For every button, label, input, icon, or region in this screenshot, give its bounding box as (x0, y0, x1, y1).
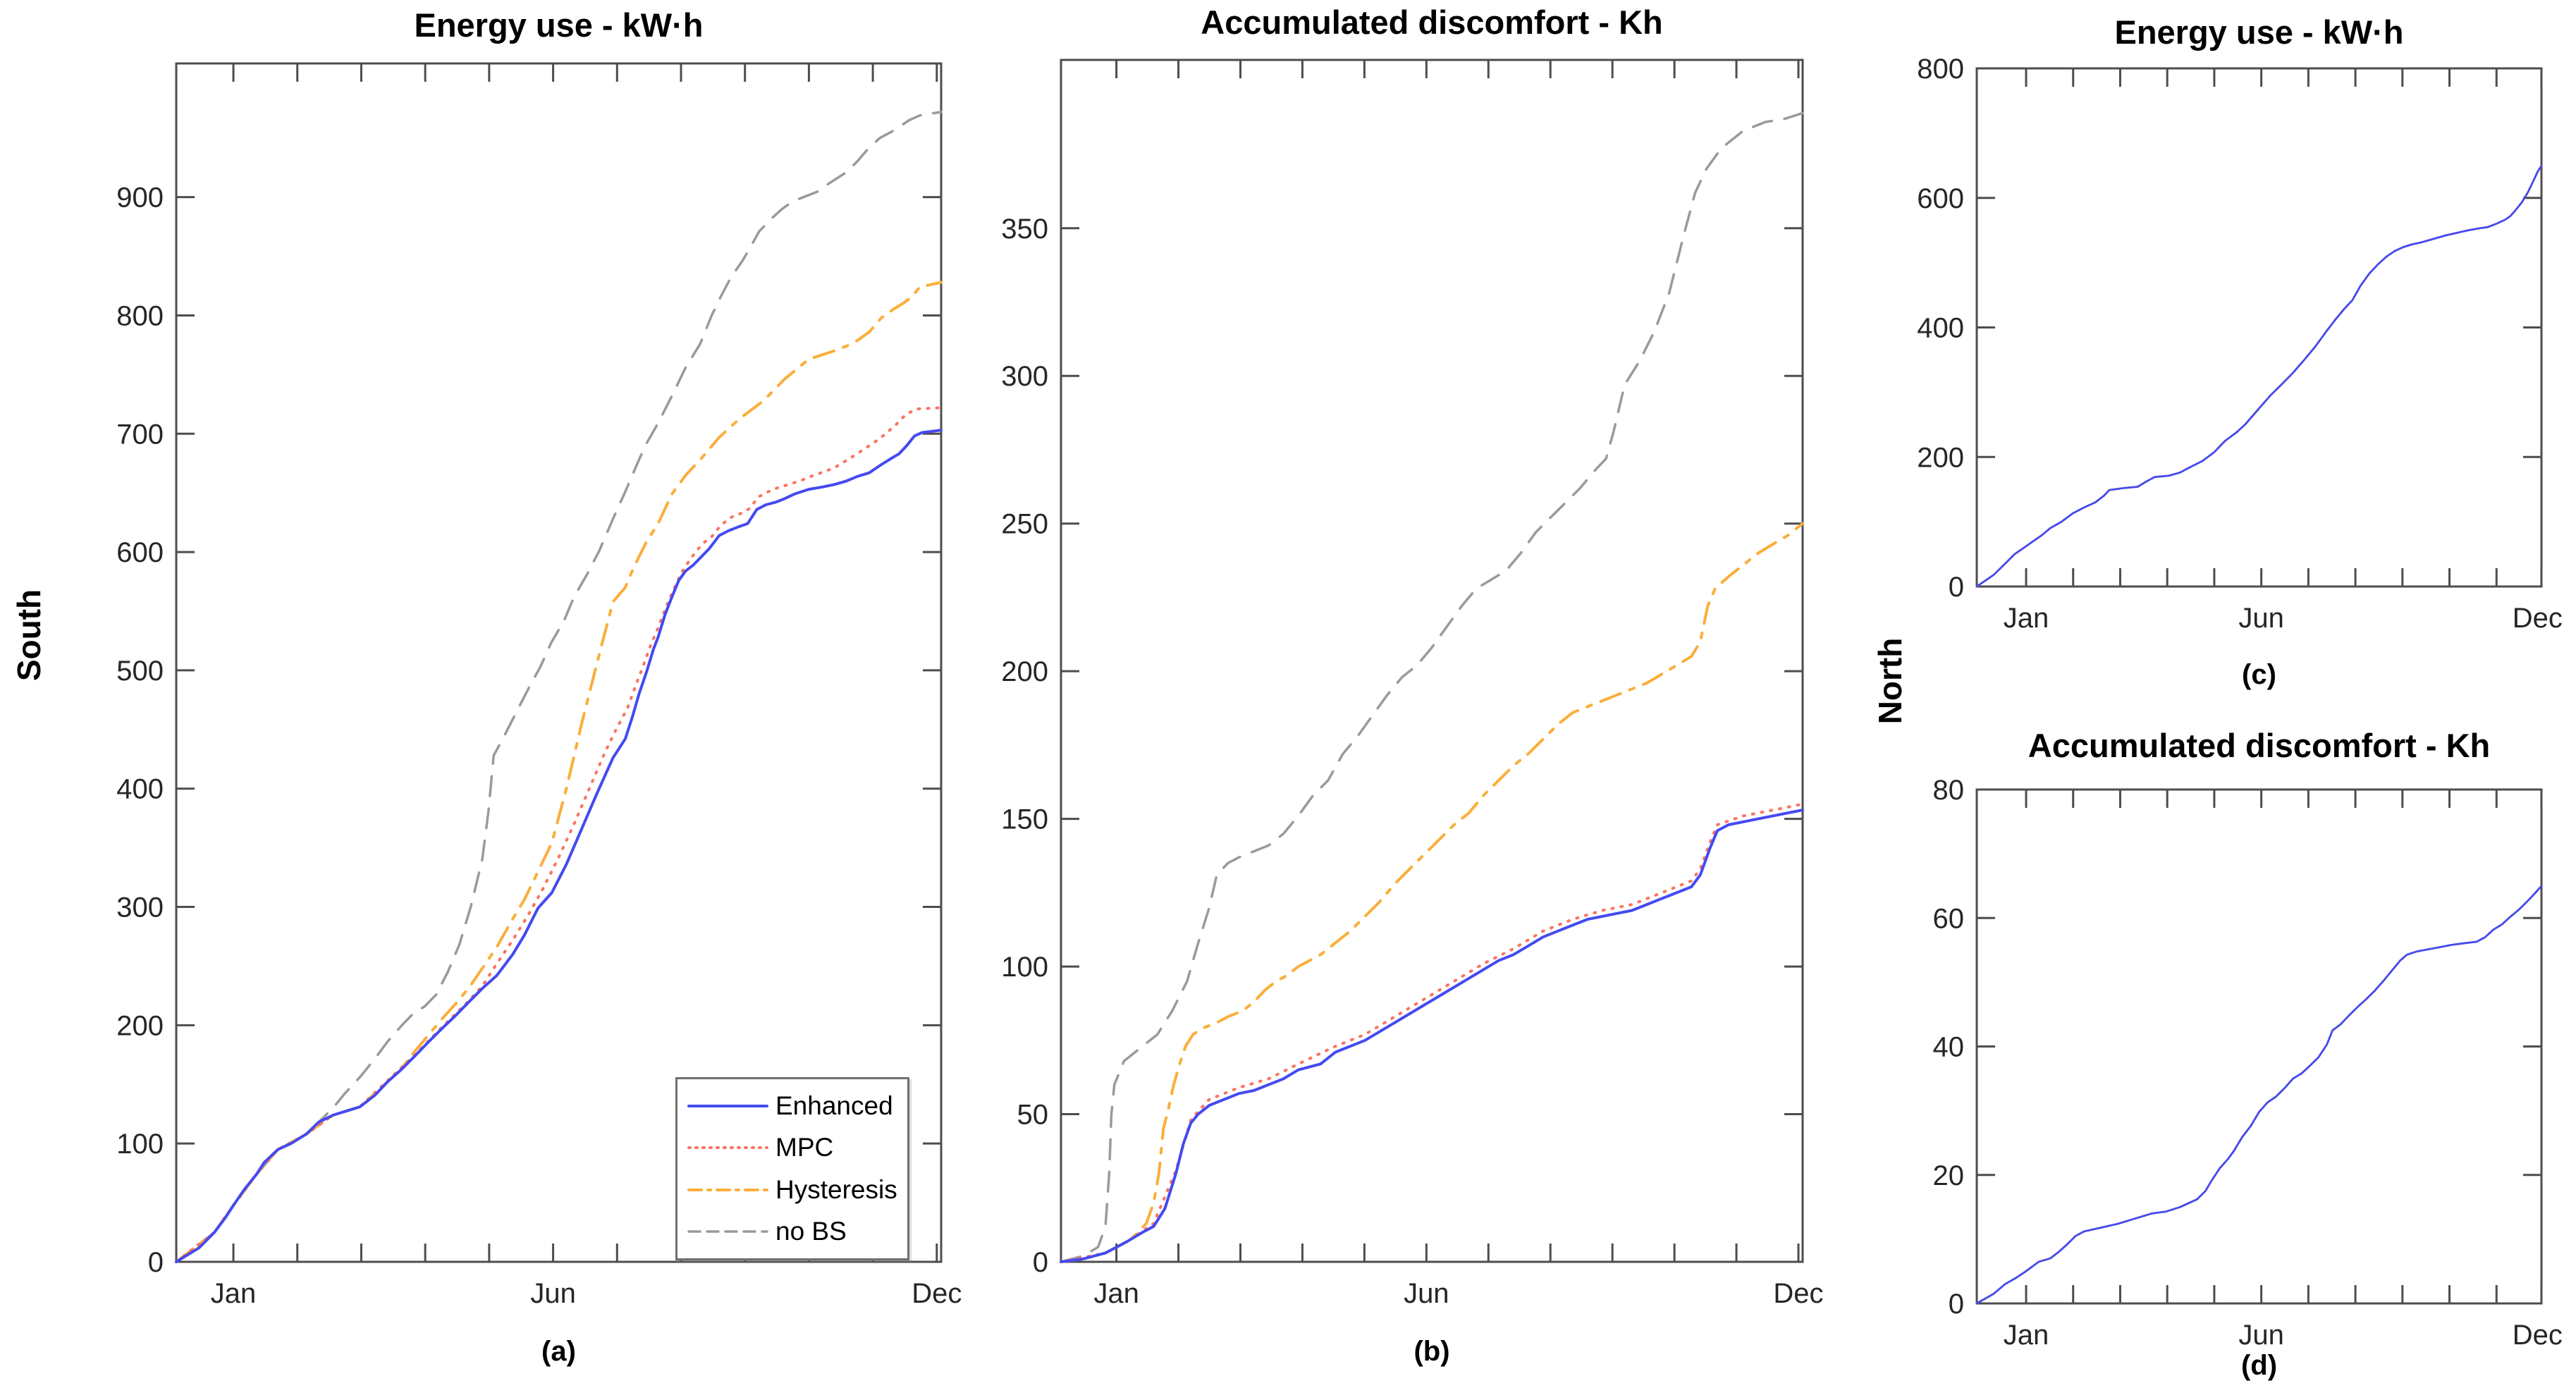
series-no-bs-b (1060, 111, 1804, 1263)
panel-c-title: Energy use - kW·h (2114, 13, 2404, 51)
legend-label-mpc: MPC (775, 1133, 834, 1162)
panel-d-caption: (d) (2240, 1350, 2278, 1381)
panel-a-caption: (a) (541, 1336, 576, 1367)
series-enhanced-d (1975, 885, 2543, 1305)
xtick-label: Dec (2513, 1320, 2563, 1351)
series-hysteresis-c (1975, 164, 2543, 588)
legend-item-mpc: MPC (687, 1133, 907, 1162)
xtick-label: Jun (2238, 1320, 2284, 1351)
ytick-label: 700 (116, 419, 164, 450)
ytick-label: 150 (1001, 804, 1048, 835)
series-mpc-a (175, 406, 943, 1263)
panel-b-title: Accumulated discomfort - Kh (1201, 4, 1663, 41)
legend-label-enhanced: Enhanced (775, 1091, 893, 1121)
legend-item-enhanced: Enhanced (687, 1091, 907, 1121)
xtick-label: Jun (530, 1278, 576, 1309)
panel-a-title: Energy use - kW·h (414, 6, 704, 44)
panel-a-plot: 0 100 200 300 400 500 600 700 800 900 Jan Jun Dec (116, 62, 962, 1309)
xtick-label: Jan (1093, 1278, 1139, 1309)
series-hysteresis-d (1975, 885, 2543, 1305)
series-mpc-c (1975, 164, 2543, 588)
ytick-label: 200 (1001, 656, 1048, 687)
ytick-label: 0 (1949, 1289, 1964, 1320)
ytick-label: 80 (1933, 775, 1965, 806)
ytick-label: 100 (1001, 952, 1048, 983)
panel-b-plot: 0 50 100 150 200 250 300 350 Jan Jun Dec (1001, 59, 1824, 1309)
xtick-label: Jan (211, 1278, 257, 1309)
ytick-label: 0 (148, 1247, 164, 1278)
ytick-label: 20 (1933, 1160, 1965, 1191)
xtick-label: Jun (2238, 603, 2284, 634)
legend-item-no-bs: no BS (687, 1217, 907, 1246)
ytick-label: 400 (1917, 313, 1964, 344)
xtick-label: Dec (1773, 1278, 1823, 1309)
no-bs-line-icon (687, 1230, 768, 1233)
legend-label-hysteresis: Hysteresis (775, 1174, 897, 1204)
series-hysteresis-b (1060, 522, 1804, 1263)
panel-c-plot: 0 200 400 600 800 Jan Jun Dec (1917, 54, 2563, 634)
xtick-label: Jun (1404, 1278, 1449, 1309)
legend-label-no-bs: no BS (775, 1216, 847, 1246)
ytick-label: 200 (116, 1010, 164, 1041)
enhanced-line-icon (687, 1105, 768, 1108)
panel-d-plot: 0 20 40 60 80 Jan Jun Dec (1933, 775, 2563, 1351)
series-enhanced-a (175, 429, 943, 1263)
xtick-label: Dec (2513, 603, 2563, 634)
xtick-label: Dec (912, 1278, 962, 1309)
series-enhanced-c (1975, 164, 2543, 588)
ytick-label: 0 (1949, 572, 1964, 603)
panel-b-caption: (b) (1413, 1336, 1450, 1367)
ytick-label: 400 (116, 774, 164, 805)
ytick-label: 40 (1933, 1032, 1965, 1063)
ytick-label: 300 (116, 892, 164, 923)
ytick-label: 600 (1917, 183, 1964, 214)
series-no-bs-a (175, 111, 943, 1263)
ytick-label: 300 (1001, 361, 1048, 392)
ytick-label: 800 (116, 300, 164, 331)
ytick-label: 0 (1033, 1247, 1048, 1278)
ytick-label: 800 (1917, 54, 1964, 85)
ytick-label: 500 (116, 656, 164, 687)
series-mpc-d (1975, 885, 2543, 1305)
north-row-label: North (1872, 637, 1908, 725)
ytick-label: 900 (116, 183, 164, 214)
ytick-label: 200 (1917, 442, 1964, 473)
ytick-label: 600 (116, 537, 164, 568)
ytick-label: 350 (1001, 214, 1048, 245)
mpc-line-icon (687, 1146, 768, 1150)
panel-d-title: Accumulated discomfort - Kh (2028, 727, 2491, 764)
series-mpc-b (1060, 802, 1804, 1263)
legend-item-hysteresis: Hysteresis (687, 1175, 907, 1205)
panel-c-caption: (c) (2242, 659, 2276, 690)
series-enhanced-b (1060, 809, 1804, 1263)
xtick-label: Jan (2004, 1320, 2049, 1351)
legend-box: Enhanced MPC Hysteresis no BS (675, 1077, 909, 1260)
south-row-label: South (11, 589, 47, 682)
ytick-label: 250 (1001, 509, 1048, 540)
hysteresis-line-icon (687, 1188, 768, 1191)
ytick-label: 60 (1933, 903, 1965, 934)
xtick-label: Jan (2004, 603, 2049, 634)
ytick-label: 100 (116, 1129, 164, 1160)
ytick-label: 50 (1017, 1100, 1049, 1131)
